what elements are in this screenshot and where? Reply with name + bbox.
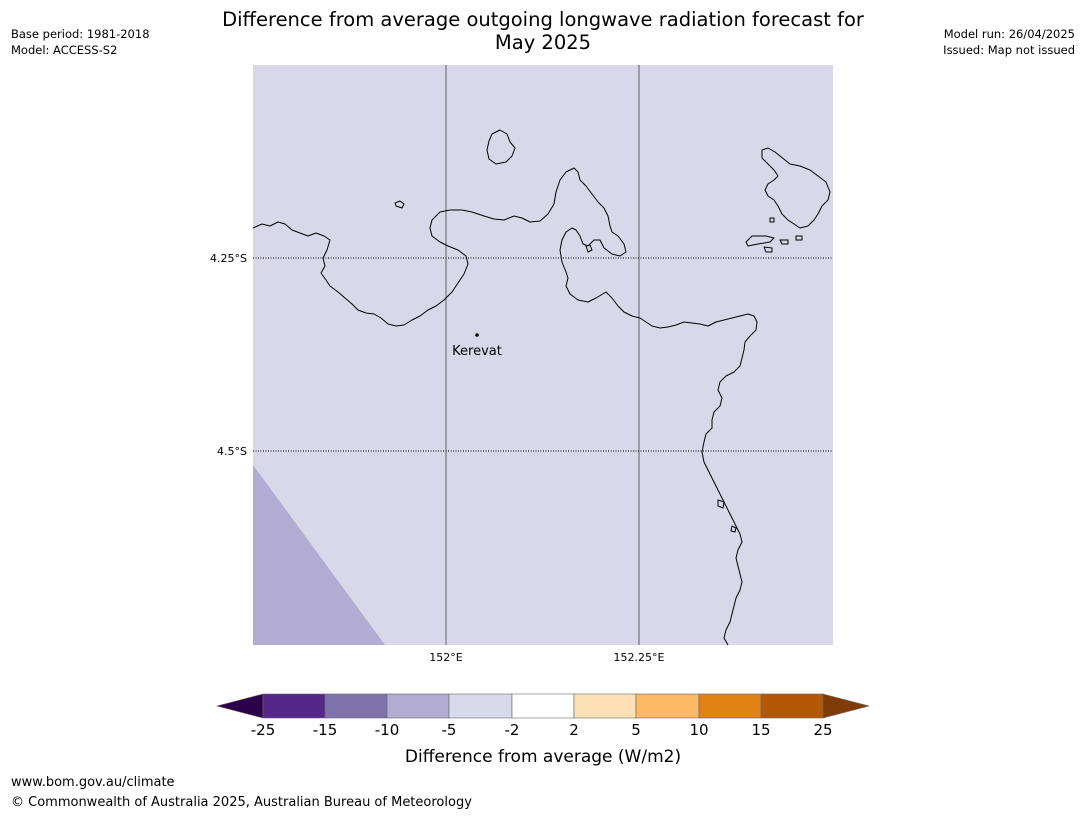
colorbar-tick-label: -25: [251, 721, 276, 739]
colorbar-tick-label: 15: [751, 721, 770, 739]
colorbar-tick-label: 5: [631, 721, 641, 739]
colorbar-tick-label: -15: [313, 721, 338, 739]
coastline-islet-east: [763, 246, 773, 253]
coastline-islet-east: [745, 235, 775, 247]
model-run-text: Model run: 26/04/2025: [943, 27, 1075, 41]
footer-url: www.bom.gov.au/climate: [11, 775, 175, 790]
colorbar-axis-label: Difference from average (W/m2): [405, 747, 681, 767]
colorbar-extend-high: [822, 693, 871, 719]
coastline-islet-east: [795, 235, 803, 241]
colorbar-segment: [511, 693, 575, 719]
coastline-group: [252, 129, 831, 646]
colorbar-extend-low: [215, 693, 264, 719]
colorbar-segment: [324, 693, 388, 719]
lat-label: 4.5°S: [217, 445, 247, 458]
coastline-islet-small: [585, 244, 593, 253]
colorbar-tick-label: -2: [505, 721, 520, 739]
header-right-info: Model run: 26/04/2025 Issued: Map not is…: [943, 26, 1075, 58]
lon-label: 152.25°E: [614, 651, 665, 664]
coastline-island-north: [486, 129, 516, 165]
issued-text: Issued: Map not issued: [943, 43, 1075, 57]
coastline-islet: [394, 200, 405, 209]
map-title: Difference from average outgoing longwav…: [193, 8, 893, 54]
colorbar-segment: [635, 693, 700, 719]
coastline-islet-east: [779, 239, 789, 245]
colorbar-segment: [386, 693, 450, 719]
colorbar-segment: [262, 693, 326, 719]
base-period-text: Base period: 1981-2018: [11, 27, 150, 41]
title-line-2: May 2025: [494, 31, 592, 54]
colorbar-tick-label: -5: [442, 721, 457, 739]
colorbar-segment: [698, 693, 762, 719]
model-text: Model: ACCESS-S2: [11, 43, 118, 57]
coastline-islet-south: [730, 525, 737, 533]
coastline-islet-south: [717, 499, 725, 509]
header-left-info: Base period: 1981-2018 Model: ACCESS-S2: [11, 26, 150, 58]
colorbar-tick-label: 25: [813, 721, 832, 739]
colorbar-tick-label: 2: [569, 721, 579, 739]
negative-anomaly-region: [253, 465, 385, 645]
map-background: [253, 65, 833, 645]
colorbar-segment: [760, 693, 824, 719]
colorbar-segment: [448, 693, 513, 719]
colorbar: -25 -15 -10 -5 -2 2 5 10 15 25 Differenc…: [215, 693, 871, 767]
lat-label: 4.25°S: [210, 252, 247, 265]
lon-label: 152°E: [429, 651, 462, 664]
coastline-islet-east: [769, 217, 775, 223]
title-line-1: Difference from average outgoing longwav…: [222, 8, 864, 31]
colorbar-tick-label: -10: [375, 721, 400, 739]
place-label-kerevat: Kerevat: [452, 344, 502, 359]
coastline-duke-of-york: [761, 147, 831, 229]
colorbar-segment: [573, 693, 637, 719]
coastline-mainland: [252, 167, 758, 646]
colorbar-tick-label: 10: [689, 721, 708, 739]
footer-copyright: © Commonwealth of Australia 2025, Austra…: [11, 795, 472, 810]
map-area: Kerevat 4.25°S 4.5°S 152°E 152.25°E: [210, 65, 833, 664]
kerevat-marker: [475, 333, 479, 337]
